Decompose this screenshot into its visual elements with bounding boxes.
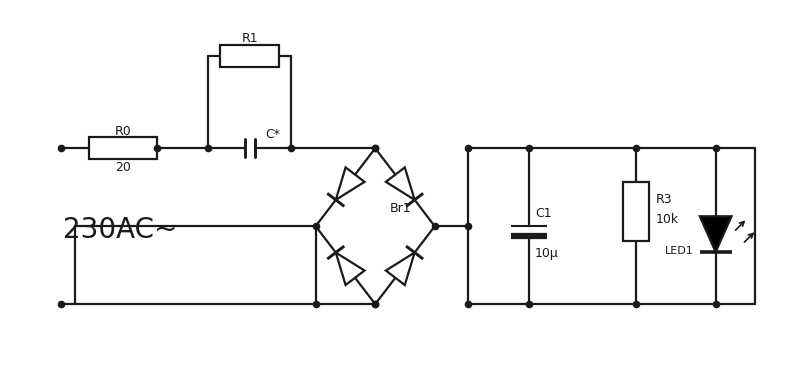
Text: R3: R3	[656, 193, 673, 206]
Text: 10k: 10k	[656, 213, 679, 226]
Text: R0: R0	[115, 125, 131, 138]
Polygon shape	[336, 253, 365, 285]
Bar	[623, 182, 649, 241]
Polygon shape	[336, 167, 365, 200]
Text: 230AC~: 230AC~	[63, 216, 177, 244]
Polygon shape	[700, 216, 732, 252]
Text: 1M: 1M	[241, 50, 259, 63]
Text: Br1: Br1	[390, 202, 411, 215]
Text: C*: C*	[266, 128, 280, 141]
Polygon shape	[386, 253, 415, 285]
Text: LED1: LED1	[665, 246, 694, 256]
Text: 10μ: 10μ	[535, 247, 559, 260]
Polygon shape	[386, 167, 415, 200]
Bar	[89, 137, 157, 159]
Text: 20: 20	[115, 161, 131, 174]
Bar	[220, 45, 279, 67]
Text: R1: R1	[242, 32, 258, 45]
Text: C1: C1	[535, 207, 551, 220]
